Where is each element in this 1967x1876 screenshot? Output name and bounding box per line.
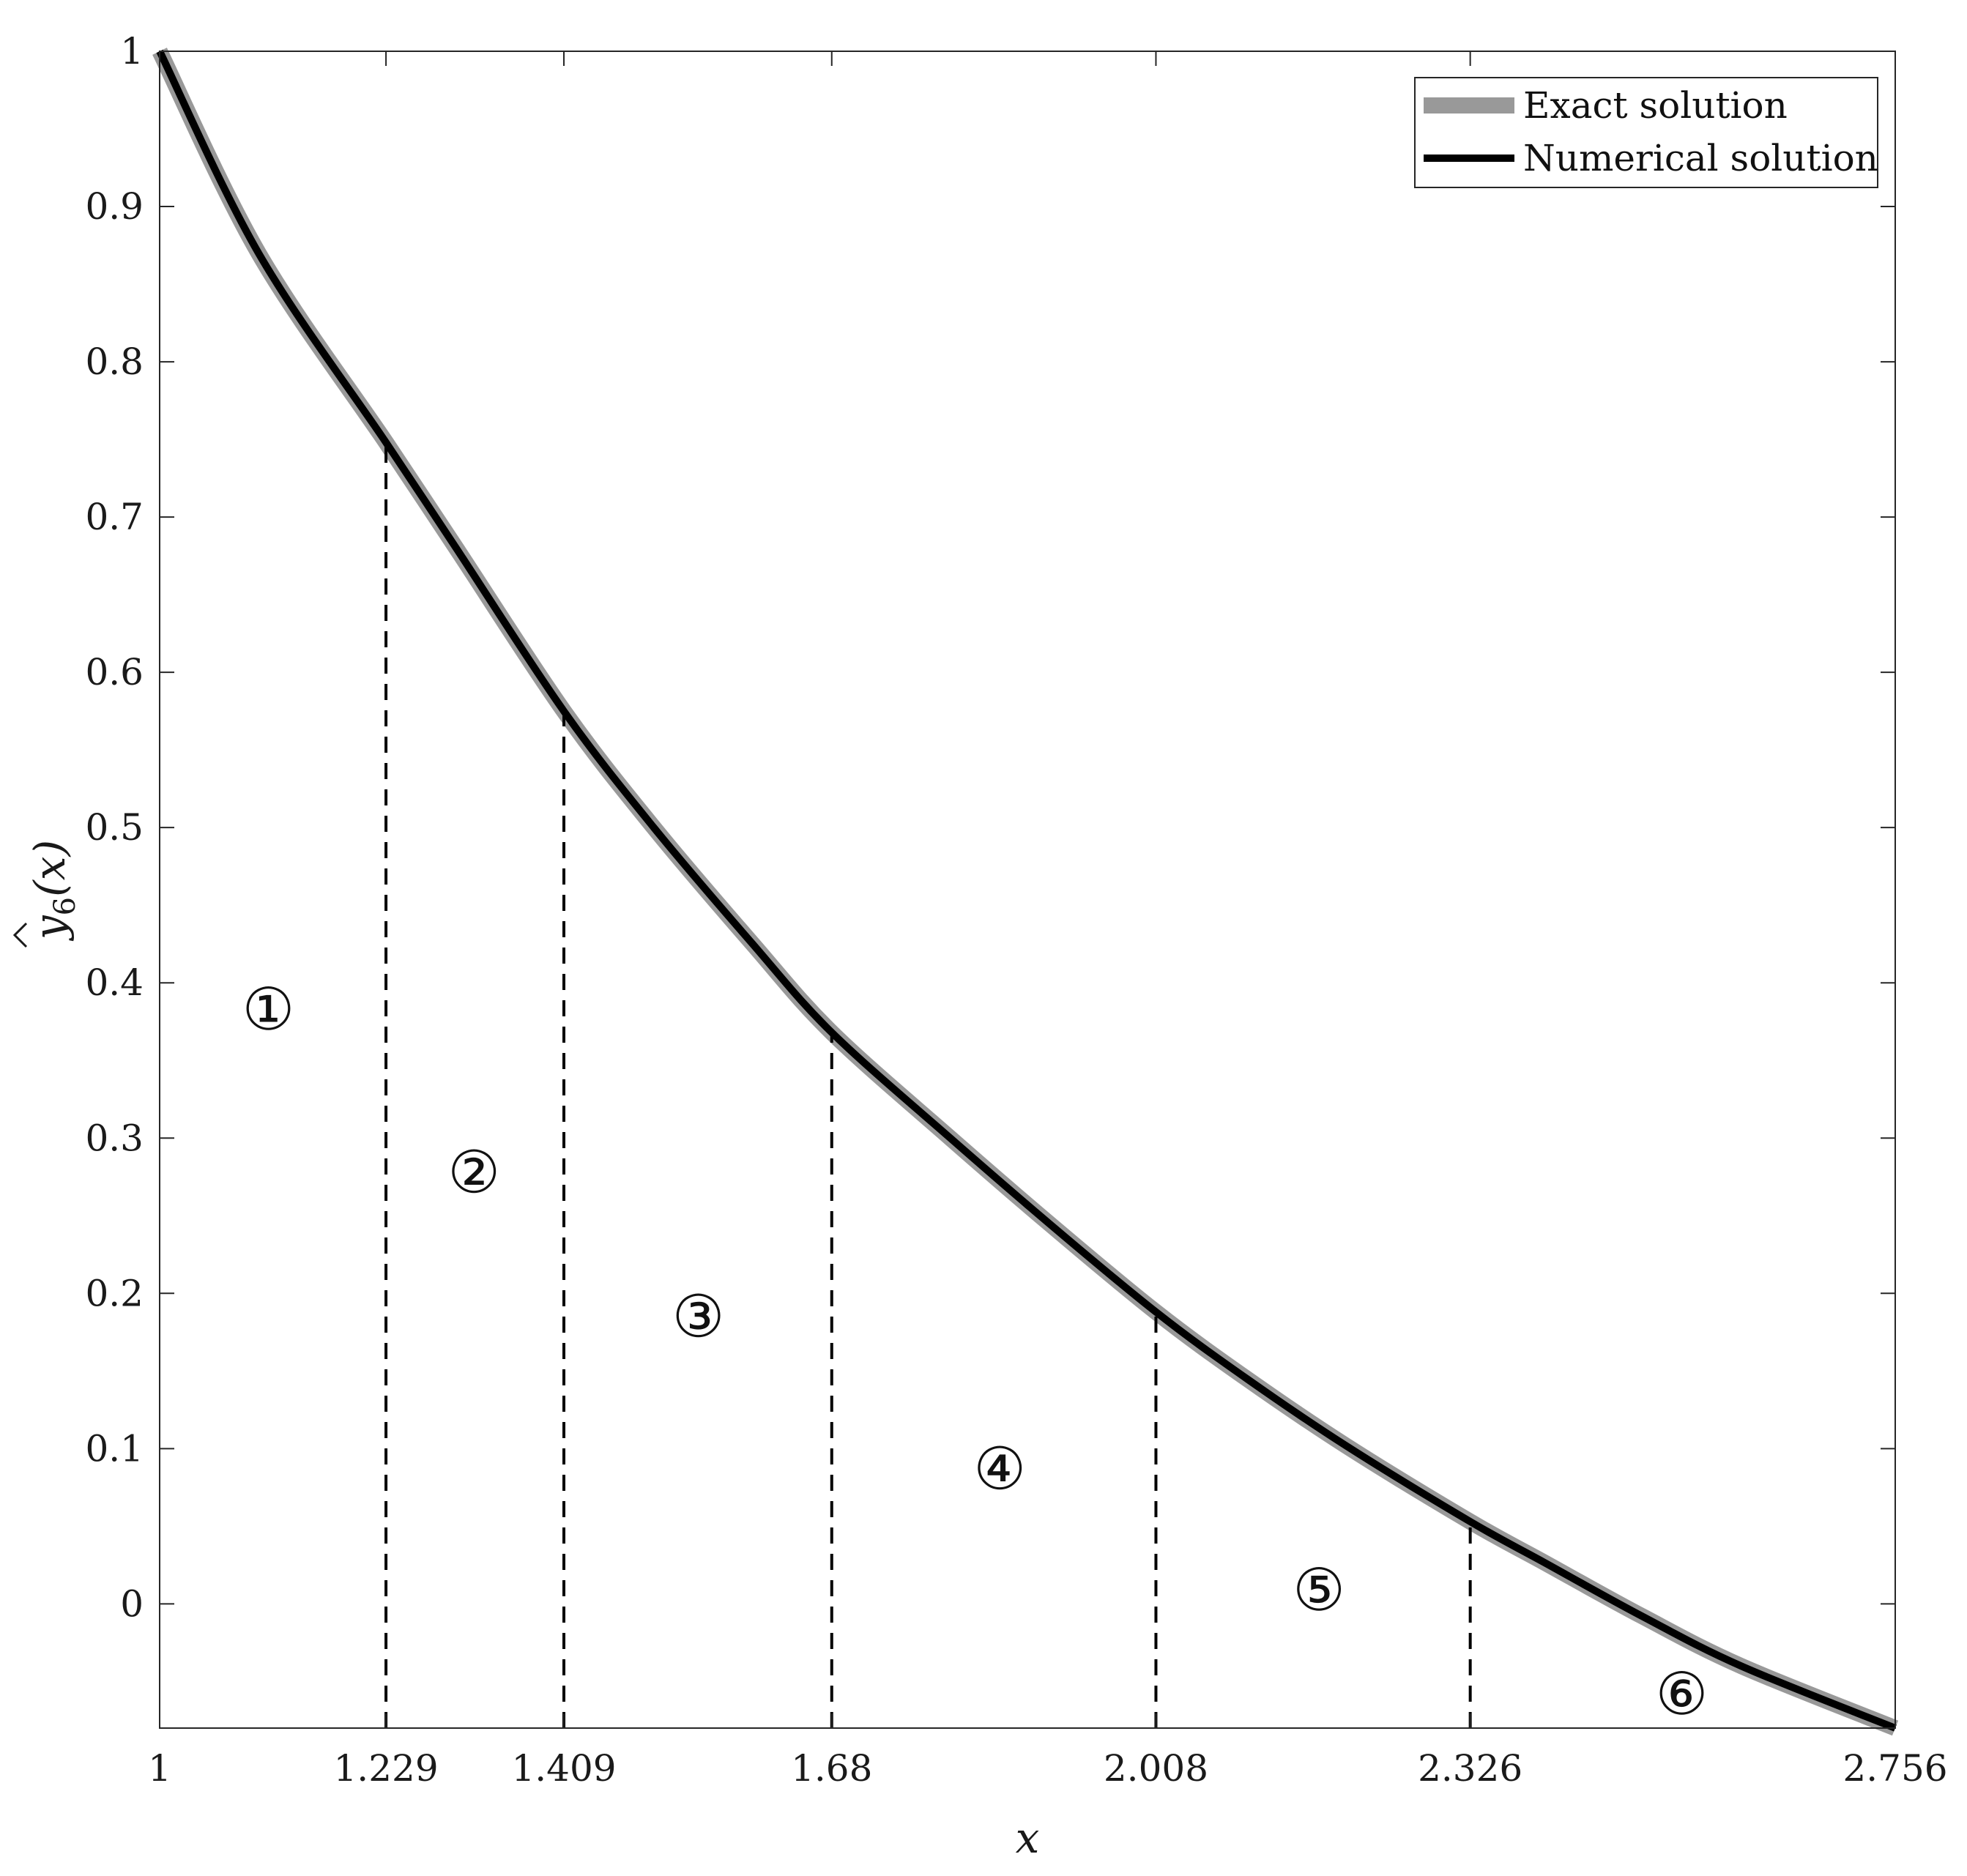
y-tick-label: 0.3: [85, 1117, 144, 1159]
region-label: ③: [672, 1283, 725, 1351]
x-tick-label: 1.229: [334, 1747, 439, 1790]
y-tick-label: 0.5: [85, 806, 144, 849]
region-labels: ① ② ③ ④ ⑤ ⑥: [242, 975, 1708, 1728]
region-label: ④: [973, 1434, 1026, 1503]
region-label: ⑤: [1293, 1556, 1345, 1624]
y-axis-label-argument: (x): [25, 840, 75, 897]
y-tick-label: 0.6: [85, 651, 144, 693]
y-axis-label: y6(x): [12, 840, 82, 948]
plot-frame: [159, 51, 1896, 1729]
y-tick-label: 0.4: [85, 961, 144, 1004]
y-axis-label-hat: [12, 922, 28, 948]
y-axis-label-subscript: 6: [48, 897, 82, 915]
x-tick-label: 1: [148, 1747, 171, 1790]
y-tick-label: 0.1: [85, 1427, 144, 1470]
region-label: ①: [242, 975, 295, 1043]
y-tick-label: 0: [120, 1582, 144, 1625]
y-axis-label-text: y6(x): [25, 840, 82, 942]
y-tick-label: 0.8: [85, 340, 144, 383]
y-tick-label: 0.2: [85, 1272, 144, 1314]
x-axis-label: x: [1016, 1813, 1040, 1863]
y-axis: 0 0.1 0.2 0.3 0.4 0.5 0.6 0.7 0.8 0.9 1: [85, 30, 1895, 1625]
x-tick-label: 2.756: [1843, 1747, 1947, 1790]
series-line-exact: [152, 48, 1899, 1736]
y-tick-label: 0.7: [85, 496, 144, 538]
breakpoint-lines: [384, 442, 1472, 1728]
legend-label-numerical: Numerical solution: [1523, 137, 1878, 179]
legend: Exact solution Numerical solution: [1414, 77, 1878, 188]
region-label: ②: [447, 1138, 500, 1206]
legend-label-exact: Exact solution: [1523, 84, 1788, 127]
y-axis-label-base: y: [25, 915, 75, 942]
curves: [152, 48, 1899, 1736]
y-tick-label: 0.9: [85, 185, 144, 228]
x-tick-label: 2.326: [1418, 1747, 1522, 1790]
region-label: ⑥: [1656, 1660, 1708, 1728]
x-tick-label: 1.68: [791, 1747, 872, 1790]
y-tick-label: 1: [120, 30, 144, 72]
legend-box: [1414, 77, 1878, 188]
x-tick-label: 2.008: [1104, 1747, 1208, 1790]
x-axis: 1 1.229 1.409 1.68 2.008 2.326 2.756: [148, 51, 1948, 1790]
series-line-numerical: [156, 49, 1897, 1732]
x-tick-label: 1.409: [511, 1747, 616, 1790]
